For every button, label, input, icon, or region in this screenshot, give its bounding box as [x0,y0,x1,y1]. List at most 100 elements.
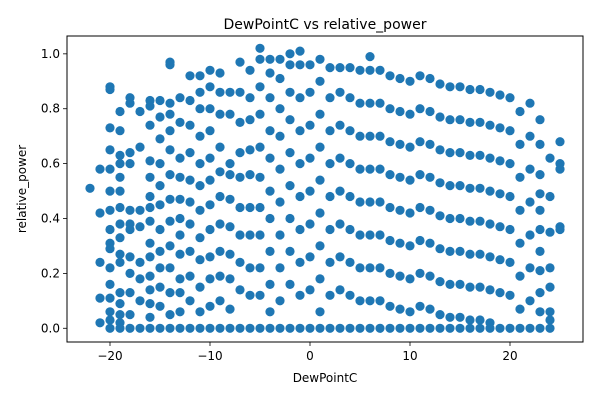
data-point [125,224,135,235]
data-point [125,323,135,333]
data-point [375,98,385,108]
data-point [465,216,475,226]
data-point [325,323,335,333]
data-point [315,208,325,218]
data-point [215,246,225,256]
data-point [425,238,435,248]
data-point [135,222,145,232]
data-point [305,120,315,130]
data-point [235,148,245,158]
data-point [245,93,255,103]
data-point [265,153,275,163]
data-point [275,131,285,141]
data-point [265,68,275,78]
data-point [255,263,265,273]
data-point [275,263,285,273]
data-point [115,202,125,213]
data-point [275,73,285,84]
data-point [425,73,435,84]
data-point [435,79,445,89]
data-point [145,202,155,213]
data-point [275,164,285,174]
data-point [195,159,205,169]
y-tick-label: 0.4 [41,212,60,226]
data-point [435,211,445,221]
data-point [155,134,165,144]
data-point [145,191,155,202]
data-point [365,164,375,174]
data-point [405,241,415,251]
data-point [145,271,155,281]
data-point [465,315,475,325]
data-point [405,175,415,185]
data-point [215,191,225,202]
data-point [515,139,525,149]
data-point [355,65,365,75]
data-point [125,252,135,262]
data-point [255,230,265,240]
data-point [495,288,505,298]
data-point [355,164,365,174]
data-point [265,186,275,196]
data-point [395,106,405,117]
y-tick-label: 0.6 [41,157,60,171]
data-point [525,131,535,141]
data-point [95,208,105,218]
data-point [355,230,365,240]
data-point [405,307,415,317]
data-point [385,104,395,114]
data-point [435,145,445,155]
data-point [205,252,215,262]
data-point [315,109,325,119]
data-point [535,205,545,215]
data-point [275,230,285,240]
data-point [545,153,555,163]
data-point [95,318,105,328]
data-point [215,296,225,306]
data-point [175,323,185,333]
data-point [545,282,555,292]
data-point [335,63,345,73]
data-point [225,170,235,180]
data-point [145,216,155,226]
data-point [415,71,425,81]
data-point [195,71,205,81]
data-point [355,131,365,141]
data-point [155,246,165,256]
data-point [215,167,225,177]
data-point [305,285,315,295]
data-point [305,60,315,70]
data-point [105,244,115,254]
data-point [265,279,275,289]
data-point [245,115,255,125]
data-point [235,172,245,182]
data-point [535,189,545,199]
data-point [285,213,295,224]
data-point [235,285,245,295]
data-point [185,197,195,207]
data-point [395,304,405,314]
plot-frame [66,35,584,343]
data-point [385,301,395,311]
data-point [505,191,515,202]
data-point [305,323,315,333]
x-axis-label: DewPointC [293,371,358,385]
data-point [115,310,125,320]
data-point [465,282,475,292]
data-point [285,323,295,333]
data-point [265,213,275,224]
data-point [535,115,545,125]
data-point [285,115,295,125]
data-point [295,257,305,267]
data-point [175,274,185,284]
data-point [375,263,385,273]
data-point [165,126,175,136]
data-point [195,181,205,191]
data-point [445,181,455,191]
data-point [165,98,175,108]
y-tick-label: 0.8 [41,102,60,116]
data-point [225,109,235,119]
data-point [515,205,525,215]
data-point [155,112,165,122]
data-point [225,304,235,314]
